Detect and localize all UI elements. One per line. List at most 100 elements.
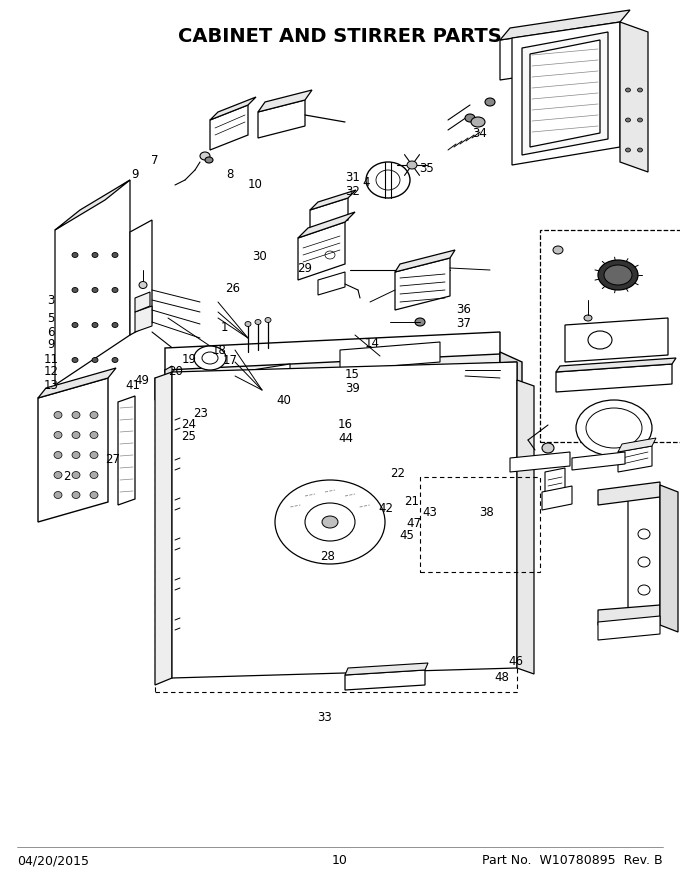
Polygon shape (618, 438, 656, 452)
Text: 36: 36 (456, 304, 471, 316)
Text: 32: 32 (345, 186, 360, 198)
Polygon shape (556, 364, 672, 392)
Ellipse shape (92, 322, 98, 327)
Polygon shape (545, 468, 565, 492)
Ellipse shape (255, 319, 261, 325)
Text: 21: 21 (404, 495, 419, 508)
Text: 34: 34 (472, 128, 487, 140)
Text: 29: 29 (297, 262, 312, 275)
Text: 04/20/2015: 04/20/2015 (17, 854, 89, 867)
Ellipse shape (112, 322, 118, 327)
Text: 46: 46 (508, 656, 523, 668)
Polygon shape (628, 490, 660, 625)
Text: 44: 44 (338, 432, 353, 444)
Ellipse shape (72, 253, 78, 258)
Text: 26: 26 (225, 282, 240, 295)
Polygon shape (55, 180, 130, 385)
Polygon shape (135, 306, 152, 332)
Ellipse shape (54, 451, 62, 458)
Polygon shape (500, 22, 620, 80)
Text: 12: 12 (44, 365, 58, 378)
Ellipse shape (638, 118, 643, 122)
Polygon shape (510, 452, 570, 472)
Text: 37: 37 (456, 318, 471, 330)
Text: CABINET AND STIRRER PARTS: CABINET AND STIRRER PARTS (178, 27, 502, 47)
Text: 42: 42 (379, 502, 394, 515)
Polygon shape (258, 100, 305, 138)
Text: 22: 22 (390, 467, 405, 480)
Polygon shape (155, 362, 517, 400)
Ellipse shape (54, 472, 62, 479)
Text: 3: 3 (48, 295, 54, 307)
Text: 18: 18 (211, 344, 226, 356)
Text: 24: 24 (182, 418, 197, 430)
Ellipse shape (54, 492, 62, 498)
Ellipse shape (92, 253, 98, 258)
Text: 1: 1 (220, 321, 228, 334)
Polygon shape (130, 220, 152, 335)
Polygon shape (517, 380, 534, 674)
Ellipse shape (72, 357, 78, 363)
Text: 33: 33 (318, 711, 333, 723)
Ellipse shape (638, 585, 650, 595)
Ellipse shape (54, 431, 62, 438)
Text: 8: 8 (226, 168, 233, 180)
Polygon shape (155, 372, 172, 685)
Polygon shape (165, 354, 500, 400)
Polygon shape (310, 190, 356, 210)
Polygon shape (118, 396, 135, 505)
Ellipse shape (245, 321, 251, 326)
Polygon shape (165, 366, 172, 400)
Ellipse shape (90, 451, 98, 458)
Text: 10: 10 (332, 854, 348, 867)
Text: 28: 28 (320, 550, 335, 562)
Polygon shape (522, 32, 608, 155)
Polygon shape (395, 258, 450, 310)
Ellipse shape (576, 400, 652, 456)
Ellipse shape (194, 346, 226, 370)
Text: 19: 19 (182, 353, 197, 365)
Text: 5: 5 (48, 312, 54, 325)
Text: 41: 41 (125, 379, 140, 392)
Ellipse shape (90, 472, 98, 479)
Text: 47: 47 (406, 517, 421, 530)
Polygon shape (210, 105, 248, 150)
Polygon shape (542, 486, 572, 510)
Polygon shape (165, 332, 500, 372)
Polygon shape (395, 250, 455, 272)
Ellipse shape (72, 412, 80, 419)
Text: 17: 17 (222, 355, 237, 367)
Polygon shape (556, 358, 676, 372)
Text: 13: 13 (44, 379, 58, 392)
Ellipse shape (407, 161, 417, 169)
Ellipse shape (278, 415, 286, 421)
Polygon shape (598, 616, 660, 640)
Polygon shape (310, 198, 348, 232)
Text: 35: 35 (420, 163, 435, 175)
Text: 2: 2 (63, 471, 71, 483)
Ellipse shape (258, 419, 266, 425)
Polygon shape (618, 446, 652, 472)
Polygon shape (258, 90, 312, 112)
Ellipse shape (553, 246, 563, 254)
Text: 45: 45 (399, 529, 414, 541)
Ellipse shape (542, 443, 554, 453)
Polygon shape (512, 22, 620, 165)
Text: 11: 11 (44, 353, 58, 365)
Ellipse shape (92, 357, 98, 363)
Polygon shape (38, 378, 108, 522)
Text: 9: 9 (47, 339, 55, 351)
Ellipse shape (139, 282, 147, 289)
Text: 10: 10 (248, 179, 262, 191)
Text: 7: 7 (151, 154, 159, 166)
Ellipse shape (265, 318, 271, 322)
Ellipse shape (112, 357, 118, 363)
Ellipse shape (72, 492, 80, 498)
Polygon shape (298, 212, 355, 238)
Text: 4: 4 (362, 176, 370, 188)
Ellipse shape (638, 557, 650, 567)
Ellipse shape (72, 322, 78, 327)
Ellipse shape (90, 492, 98, 498)
Ellipse shape (598, 260, 638, 290)
Ellipse shape (268, 417, 276, 423)
